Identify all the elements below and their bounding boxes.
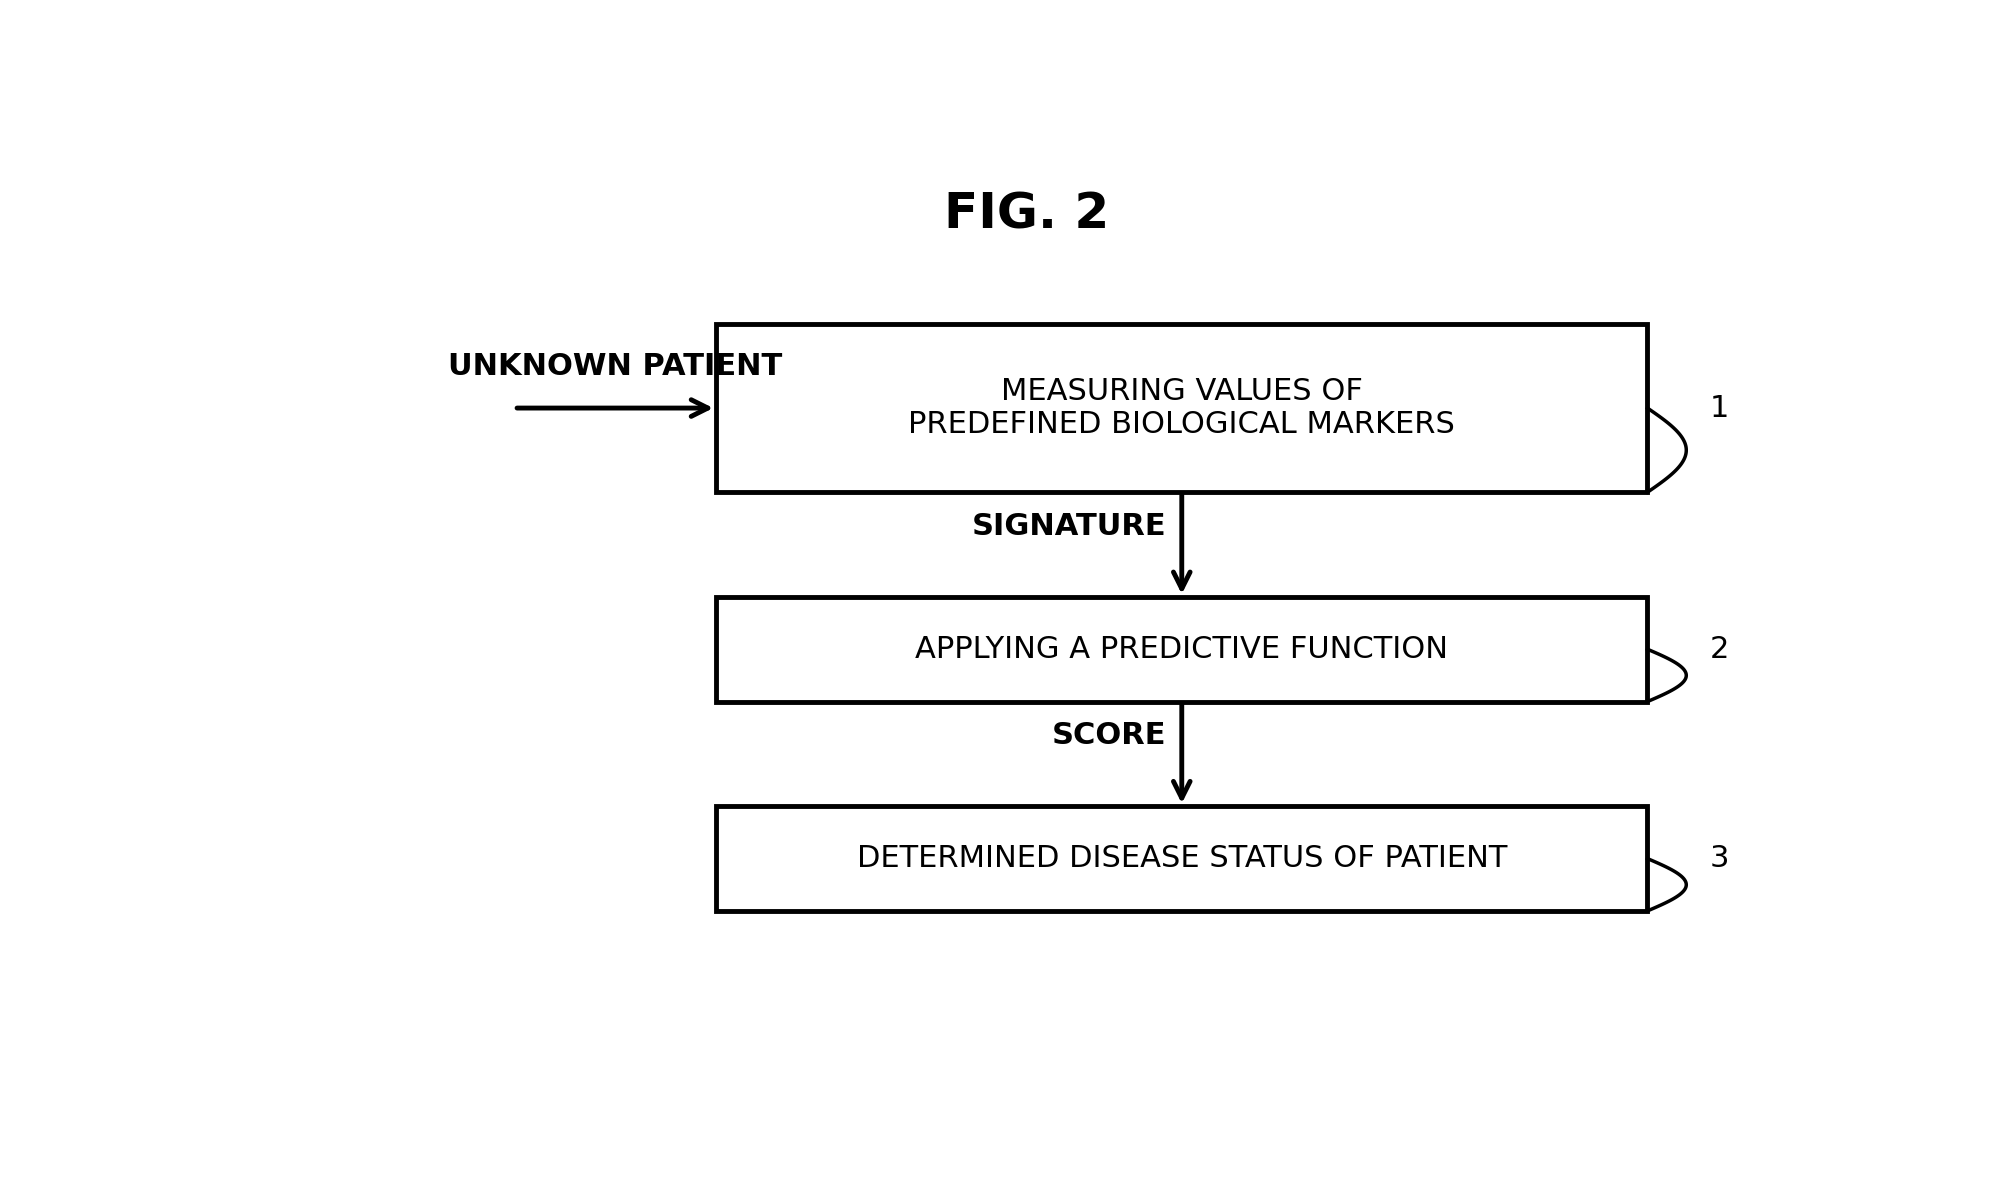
Text: MEASURING VALUES OF
PREDEFINED BIOLOGICAL MARKERS: MEASURING VALUES OF PREDEFINED BIOLOGICA…	[907, 377, 1456, 440]
Text: DETERMINED DISEASE STATUS OF PATIENT: DETERMINED DISEASE STATUS OF PATIENT	[857, 844, 1506, 873]
Text: SCORE: SCORE	[1052, 721, 1166, 751]
Text: SIGNATURE: SIGNATURE	[971, 512, 1166, 541]
Text: UNKNOWN PATIENT: UNKNOWN PATIENT	[449, 352, 783, 381]
FancyBboxPatch shape	[717, 806, 1646, 911]
Text: APPLYING A PREDICTIVE FUNCTION: APPLYING A PREDICTIVE FUNCTION	[915, 635, 1448, 664]
Text: FIG. 2: FIG. 2	[943, 190, 1110, 239]
Text: 2: 2	[1711, 635, 1729, 664]
FancyBboxPatch shape	[717, 597, 1646, 702]
Text: 3: 3	[1711, 844, 1729, 873]
FancyBboxPatch shape	[717, 324, 1646, 492]
Text: 1: 1	[1711, 394, 1729, 422]
